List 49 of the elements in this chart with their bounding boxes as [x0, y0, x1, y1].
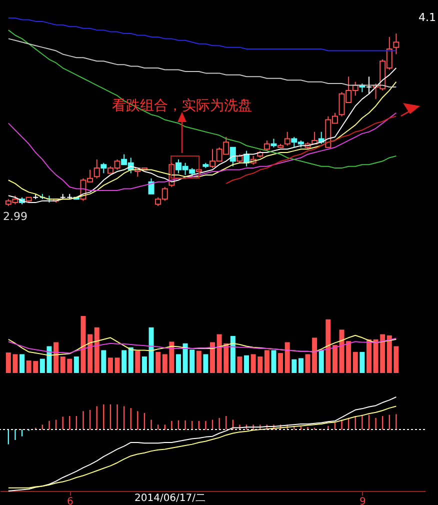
- bar: [148, 327, 154, 373]
- bar: [94, 327, 100, 373]
- candlestick: [393, 33, 400, 55]
- bar: [128, 347, 134, 373]
- bar: [244, 355, 250, 373]
- bar: [326, 319, 331, 373]
- bar: [74, 356, 79, 373]
- bar: [122, 350, 127, 373]
- bar: [264, 350, 270, 373]
- bar: [366, 339, 372, 373]
- bar: [318, 350, 324, 373]
- candlestick: [100, 162, 107, 174]
- candlestick: [148, 178, 154, 194]
- bar: [156, 352, 161, 373]
- text: 2014/06/17/二: [134, 493, 206, 504]
- candlestick: [366, 76, 372, 94]
- candlestick: [264, 140, 270, 152]
- bar: [20, 354, 25, 373]
- bar: [332, 345, 338, 373]
- bar: [210, 342, 215, 373]
- bar: [230, 336, 236, 373]
- bar: [196, 350, 202, 373]
- text: 2.99: [3, 210, 28, 223]
- bar: [292, 359, 297, 373]
- bar: [88, 334, 93, 373]
- x-tick-label: 6: [66, 496, 74, 505]
- candlestick: [94, 158, 100, 179]
- bar: [54, 342, 59, 373]
- bar: [114, 358, 120, 373]
- bar: [101, 350, 106, 373]
- bar: [108, 358, 113, 373]
- bar: [135, 350, 140, 373]
- bar: [203, 354, 208, 373]
- bar: [80, 316, 86, 373]
- bar: [298, 358, 304, 373]
- x-tick-label: 9: [359, 496, 366, 505]
- bar: [360, 352, 365, 373]
- bar: [305, 354, 310, 373]
- bar: [352, 352, 358, 373]
- bar: [271, 350, 276, 373]
- text: 4.1: [418, 11, 436, 24]
- bar: [284, 342, 290, 373]
- bar: [312, 338, 318, 373]
- bar: [176, 354, 181, 373]
- candlestick: [230, 146, 236, 167]
- bar: [278, 353, 284, 373]
- candlestick: [284, 131, 290, 146]
- bar: [237, 356, 242, 373]
- bar: [142, 356, 147, 373]
